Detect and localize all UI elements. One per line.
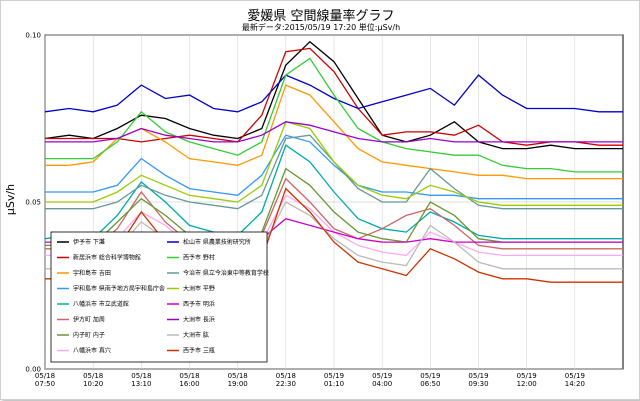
legend-label: 大洲市 平野 (183, 285, 215, 293)
series-line (45, 57, 623, 173)
chart-subtitle: 最新データ:2015/05/19 17:20 単位:μSv/h (241, 23, 401, 32)
x-tick-time: 06:50 (420, 380, 440, 388)
x-tick-time: 10:20 (83, 380, 103, 388)
series-line (45, 121, 623, 143)
series-line (45, 134, 623, 200)
legend-label: 宇和島市 県南予地方局宇和島庁舎 (73, 285, 165, 293)
x-tick-date: 05/19 (372, 372, 392, 380)
x-tick-date: 05/18 (228, 372, 248, 380)
series-line (45, 187, 623, 283)
legend-label: 松山市 県農業技術研究所 (183, 238, 251, 246)
legend-label: 大洲市 長浜 (183, 316, 215, 324)
x-tick-date: 05/18 (276, 372, 296, 380)
series-line (44, 144, 623, 240)
legend-label: 八幡浜市 真穴 (73, 347, 111, 355)
legend-label: 伊方町 加周 (73, 316, 105, 324)
series-line (45, 177, 623, 250)
x-tick-time: 22:30 (276, 380, 296, 388)
legend-label: 新居浜市 総合科学博物館 (73, 254, 141, 262)
legend-label: 西予市 野村 (183, 254, 215, 262)
x-tick-time: 07:50 (35, 380, 55, 388)
legend-label: 宇和島市 吉田 (73, 269, 111, 277)
legend-label: 八幡浜市 市立武道館 (73, 300, 129, 308)
x-tick-time: 09:30 (468, 380, 488, 388)
x-tick-time: 01:10 (324, 380, 344, 388)
legend-label: 今治市 県立今治東中等教育学校 (183, 269, 269, 277)
legend-label: 内子町 内子 (73, 331, 105, 339)
x-tick-date: 05/19 (468, 372, 488, 380)
legend-label: 伊予市 下灘 (73, 238, 105, 246)
legend-box (50, 231, 268, 363)
y-tick-label: 0.05 (25, 199, 41, 207)
series-line (45, 201, 623, 270)
x-tick-time: 19:00 (228, 380, 248, 388)
x-tick-time: 16:00 (179, 380, 199, 388)
x-tick-time: 04:00 (372, 380, 392, 388)
series-line (45, 121, 623, 206)
series-line (44, 74, 623, 113)
series-line (44, 40, 623, 150)
x-tick-time: 14:20 (565, 380, 585, 388)
x-tick-date: 05/19 (517, 372, 537, 380)
legend-label: 大洲市 肱 (183, 331, 209, 339)
legend-label: 西予市 三瓶 (183, 347, 215, 355)
x-tick-date: 05/19 (324, 372, 344, 380)
series-line (45, 47, 623, 146)
x-tick-time: 13:10 (131, 380, 151, 388)
legend-label: 西予市 明浜 (183, 300, 215, 308)
x-tick-date: 05/18 (35, 372, 55, 380)
y-tick-label: 0.00 (25, 366, 41, 374)
x-tick-date: 05/18 (83, 372, 103, 380)
x-tick-date: 05/18 (179, 372, 199, 380)
y-tick-label: 0.10 (25, 32, 41, 40)
x-tick-time: 12:00 (517, 380, 537, 388)
x-tick-date: 05/18 (131, 372, 151, 380)
x-tick-date: 05/19 (565, 372, 585, 380)
chart-title: 愛媛県 空間線量率グラフ (247, 9, 395, 24)
x-tick-date: 05/19 (420, 372, 440, 380)
